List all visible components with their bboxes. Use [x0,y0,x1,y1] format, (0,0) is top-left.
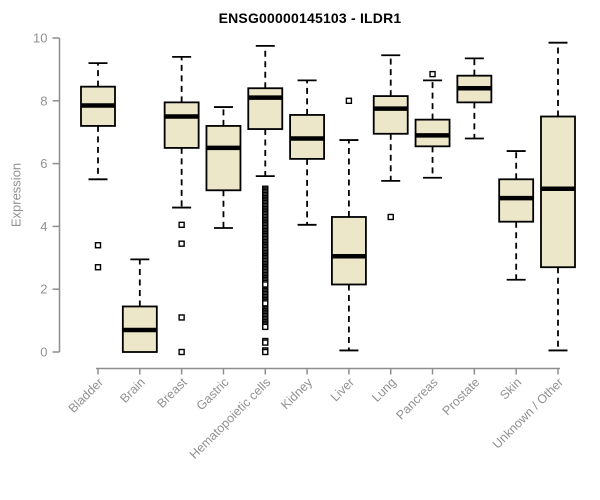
outlier-point [387,213,394,221]
x-tick-label: Pancreas [393,375,440,422]
boxplot-skin [498,150,535,281]
outlier-point [178,240,185,247]
iqr-box [205,125,242,192]
iqr-box [372,95,409,135]
outlier-point [262,281,269,288]
iqr-box [247,87,284,130]
x-tick-label: Gastric [194,375,232,413]
outlier-point [178,314,185,321]
outlier-point [178,348,185,356]
outlier-point [262,348,269,356]
iqr-box [498,178,535,223]
x-tick-label: Brain [117,375,148,406]
iqr-box [414,118,451,148]
boxplot-kidney [289,79,325,226]
boxplot-prostate [456,57,493,140]
iqr-box [163,101,200,149]
y-tick-label: 10 [33,31,47,46]
iqr-box [331,216,367,286]
x-tick-label: Breast [154,375,190,411]
outlier-point [94,264,102,271]
y-tick-label: 8 [40,93,47,108]
boxplot-hematopoietic-cells [247,44,284,356]
boxplot-liver [331,97,367,352]
outlier-point [94,242,102,249]
boxplot-gastric [205,106,242,229]
boxplot-lung [372,54,409,221]
y-tick-label: 0 [40,345,47,360]
outlier-point [262,300,269,307]
outlier-point [262,339,269,346]
outlier-point [262,323,269,331]
outlier-point [178,221,185,229]
x-tick-label: Kidney [278,375,315,412]
x-tick-label: Hematopoietic cells [187,375,274,462]
y-tick-label: 4 [40,219,47,234]
boxplot-unknown-other [540,41,576,352]
x-tick-label: Prostate [440,375,483,418]
iqr-box [540,115,576,269]
x-tick-label: Lung [369,375,399,405]
x-tick-label: Bladder [66,375,106,415]
boxplot-bladder [80,62,116,271]
x-tick-label: Unknown / Other [490,375,566,451]
outlier-point [429,70,436,78]
y-tick-label: 6 [40,156,47,171]
x-tick-label: Liver [328,375,357,404]
chart-title: ENSG00000145103 - ILDR1 [218,10,402,26]
x-tick-label: Skin [497,375,524,402]
boxplot-breast [163,55,200,356]
boxplot-pancreas [414,70,451,179]
y-tick-label: 2 [40,282,47,297]
outlier-point [345,97,353,105]
boxplot-brain [121,258,158,353]
